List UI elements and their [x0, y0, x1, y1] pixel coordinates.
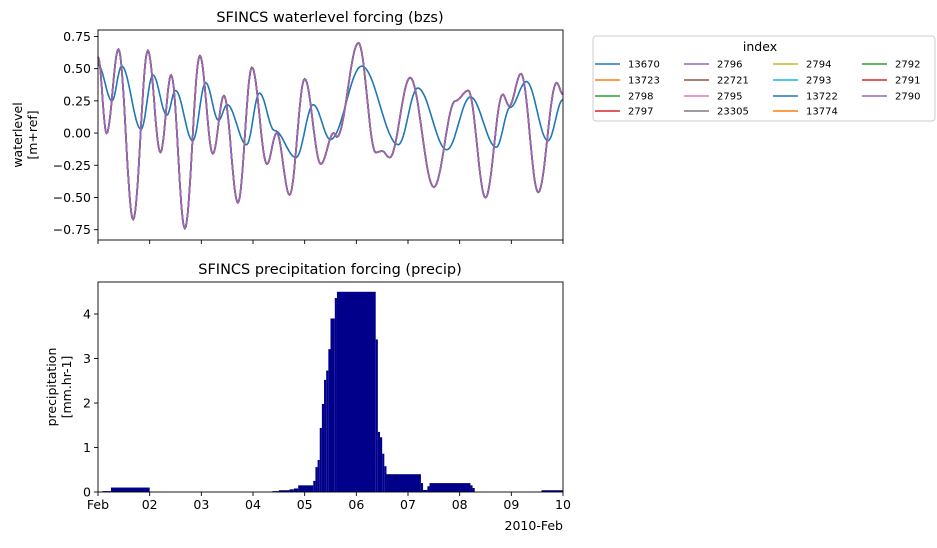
top-ytick-label: −0.25	[53, 158, 91, 173]
precip-bar	[375, 339, 378, 492]
top-ytick-label: 0.50	[63, 61, 91, 76]
series-line-13670	[97, 64, 564, 159]
legend-label-2798: 2798	[628, 92, 653, 103]
top-ytick-label: 0.25	[63, 93, 91, 108]
waterlevel-plot: 0.75 0.50 0.25 0.00 −0.25 −0.50 −0.75	[53, 29, 564, 244]
precip-bar	[429, 483, 471, 492]
bottom-ylabel-line1: precipitation	[44, 348, 59, 427]
precip-bar	[334, 298, 337, 492]
bottom-xtick-label: 05	[297, 497, 313, 512]
top-chart-title: SFINCS waterlevel forcing (bzs)	[216, 10, 443, 26]
bottom-xtick-label: 10	[555, 497, 571, 512]
bottom-ytick-label: 2	[83, 396, 91, 411]
legend-label-2795: 2795	[717, 92, 742, 103]
legend-label-13670: 13670	[628, 60, 660, 71]
bottom-ytick-label: 0	[83, 485, 91, 500]
bottom-xtick-label: 06	[348, 497, 364, 512]
bottom-ytick-label: 3	[83, 351, 91, 366]
precip-bar	[384, 466, 387, 492]
legend: index 13670 13723 2798 2797 2796 22721 2795 233…	[592, 35, 936, 122]
bottom-ytick-label: 1	[83, 440, 91, 455]
precip-bar	[470, 485, 473, 492]
precip-bar	[319, 427, 322, 492]
precip-bar	[382, 453, 385, 492]
precip-bar	[472, 487, 475, 492]
legend-label-13774: 13774	[806, 107, 838, 118]
precip-bar	[110, 487, 150, 492]
precip-bar	[321, 403, 325, 492]
top-ylabel-line1: waterlevel	[10, 102, 25, 167]
series-line-2790	[97, 41, 564, 231]
precip-bar	[324, 379, 327, 492]
legend-label-2792: 2792	[895, 60, 920, 71]
bottom-ytick-label: 4	[83, 307, 91, 322]
precip-bar	[313, 480, 316, 492]
precip-bar	[377, 431, 381, 492]
legend-label-2793: 2793	[806, 76, 831, 87]
top-axes-frame	[97, 29, 564, 241]
top-ytick-label: 0.00	[63, 126, 91, 141]
precip-bar	[380, 437, 383, 492]
precip-bar	[330, 318, 335, 492]
precip-bar	[328, 349, 331, 492]
legend-label-22721: 22721	[717, 76, 749, 87]
legend-label-23305: 23305	[717, 107, 749, 118]
bottom-axes-frame	[97, 281, 564, 493]
precip-bar	[315, 467, 318, 492]
bottom-xtick-label: 03	[193, 497, 209, 512]
top-ytick-label: 0.75	[63, 29, 91, 44]
legend-title: index	[743, 39, 777, 54]
precip-bar	[423, 489, 428, 492]
bottom-xtick-label: 08	[452, 497, 468, 512]
bottom-xtick-label: 02	[142, 497, 158, 512]
bottom-xtick-label: 04	[245, 497, 261, 512]
precip-bar	[289, 489, 294, 492]
precip-bar	[278, 490, 290, 492]
bottom-xtick-label: Feb	[87, 497, 109, 512]
precip-bar	[317, 459, 320, 492]
precip-bar	[420, 483, 424, 492]
bottom-xtick-label: 09	[503, 497, 519, 512]
precip-bar	[386, 474, 421, 492]
precip-bar	[326, 370, 329, 492]
legend-label-13723: 13723	[628, 76, 660, 87]
bottom-xtick-label: 07	[400, 497, 416, 512]
precip-bar	[427, 486, 430, 492]
legend-label-2796: 2796	[717, 60, 742, 71]
top-ytick-label: −0.50	[53, 190, 91, 205]
precipitation-plot: 0 1 2 3 4 Feb 02 03 04 05 06 07 08 09 10	[83, 281, 571, 512]
legend-label-2790: 2790	[895, 92, 920, 103]
x-offset-label: 2010-Feb	[505, 518, 564, 533]
precip-bar	[541, 490, 563, 492]
top-ytick-label: −0.75	[53, 222, 91, 237]
legend-label-2797: 2797	[628, 107, 653, 118]
legend-label-2791: 2791	[895, 76, 920, 87]
precip-bar	[336, 291, 376, 492]
bottom-chart-title: SFINCS precipitation forcing (precip)	[198, 262, 461, 278]
legend-label-2794: 2794	[806, 60, 831, 71]
bottom-ylabel-line2: [mm.hr-1]	[59, 356, 74, 419]
precip-bar	[293, 488, 299, 492]
legend-label-13722: 13722	[806, 92, 838, 103]
precip-bar	[298, 485, 314, 492]
top-ylabel-line2: [m+ref]	[25, 110, 40, 159]
legend-frame	[592, 35, 936, 122]
